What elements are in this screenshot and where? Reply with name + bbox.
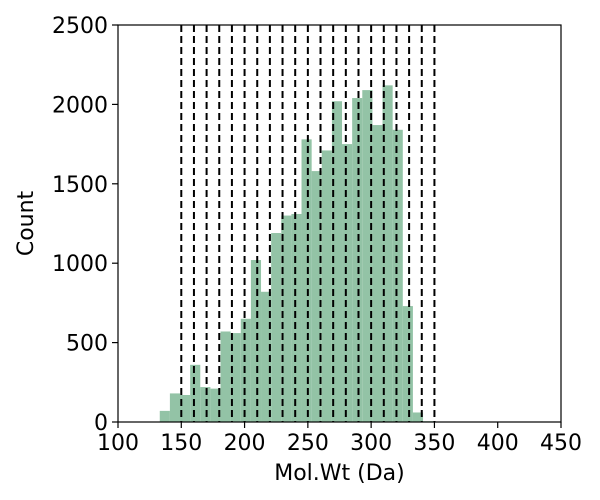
- histogram-bar: [271, 233, 282, 422]
- y-tick-label: 1500: [52, 173, 108, 198]
- x-tick-label: 400: [477, 431, 519, 456]
- histogram-bar: [331, 101, 343, 422]
- x-tick-label: 100: [97, 431, 139, 456]
- histogram-bar: [159, 410, 170, 422]
- histogram-bar: [240, 318, 251, 422]
- x-tick-label: 250: [287, 431, 329, 456]
- histogram-bar: [402, 306, 413, 422]
- y-tick-label: 500: [66, 332, 108, 357]
- y-tick-label: 1000: [52, 252, 108, 277]
- histogram-bar: [412, 412, 424, 422]
- x-axis-label: Mol.Wt (Da): [274, 461, 405, 486]
- histogram-bar: [362, 90, 373, 422]
- histogram-bar: [372, 125, 383, 422]
- x-tick-label: 450: [540, 431, 582, 456]
- histogram-bar: [250, 260, 262, 422]
- histogram-bar: [321, 150, 332, 422]
- histogram-bar: [392, 129, 403, 423]
- x-axis-ticks: 100 150 200 250 300 350 400 450: [97, 422, 582, 456]
- x-tick-label: 350: [413, 431, 455, 456]
- histogram-bar: [180, 395, 191, 422]
- histogram-bar: [281, 215, 292, 422]
- histogram-bar: [382, 85, 393, 423]
- histogram-bar: [311, 171, 322, 422]
- bars-layer: [159, 85, 434, 423]
- plot-frame: [117, 24, 562, 423]
- y-axis-label: Count: [14, 190, 39, 256]
- x-tick-label: 200: [224, 431, 266, 456]
- reference-lines-layer: [180, 25, 436, 422]
- histogram-bar: [230, 333, 241, 422]
- histogram-bar: [169, 393, 181, 422]
- x-tick-label: 300: [350, 431, 392, 456]
- y-tick-label: 2000: [52, 93, 108, 118]
- x-tick-label: 150: [160, 431, 202, 456]
- histogram-bar: [220, 331, 231, 422]
- histogram-bar: [352, 98, 363, 422]
- histogram-bar: [261, 291, 272, 422]
- histogram-bar: [200, 387, 211, 422]
- histogram-bar: [190, 364, 201, 422]
- y-tick-label: 2500: [52, 14, 108, 39]
- histogram-bar: [342, 144, 353, 422]
- y-axis-ticks: 0 500 1000 1500 2000 2500: [52, 14, 118, 436]
- histogram-bar: [301, 139, 312, 422]
- histogram-bar: [210, 388, 221, 422]
- histogram-bar: [291, 213, 302, 422]
- y-tick-label: 0: [94, 411, 108, 436]
